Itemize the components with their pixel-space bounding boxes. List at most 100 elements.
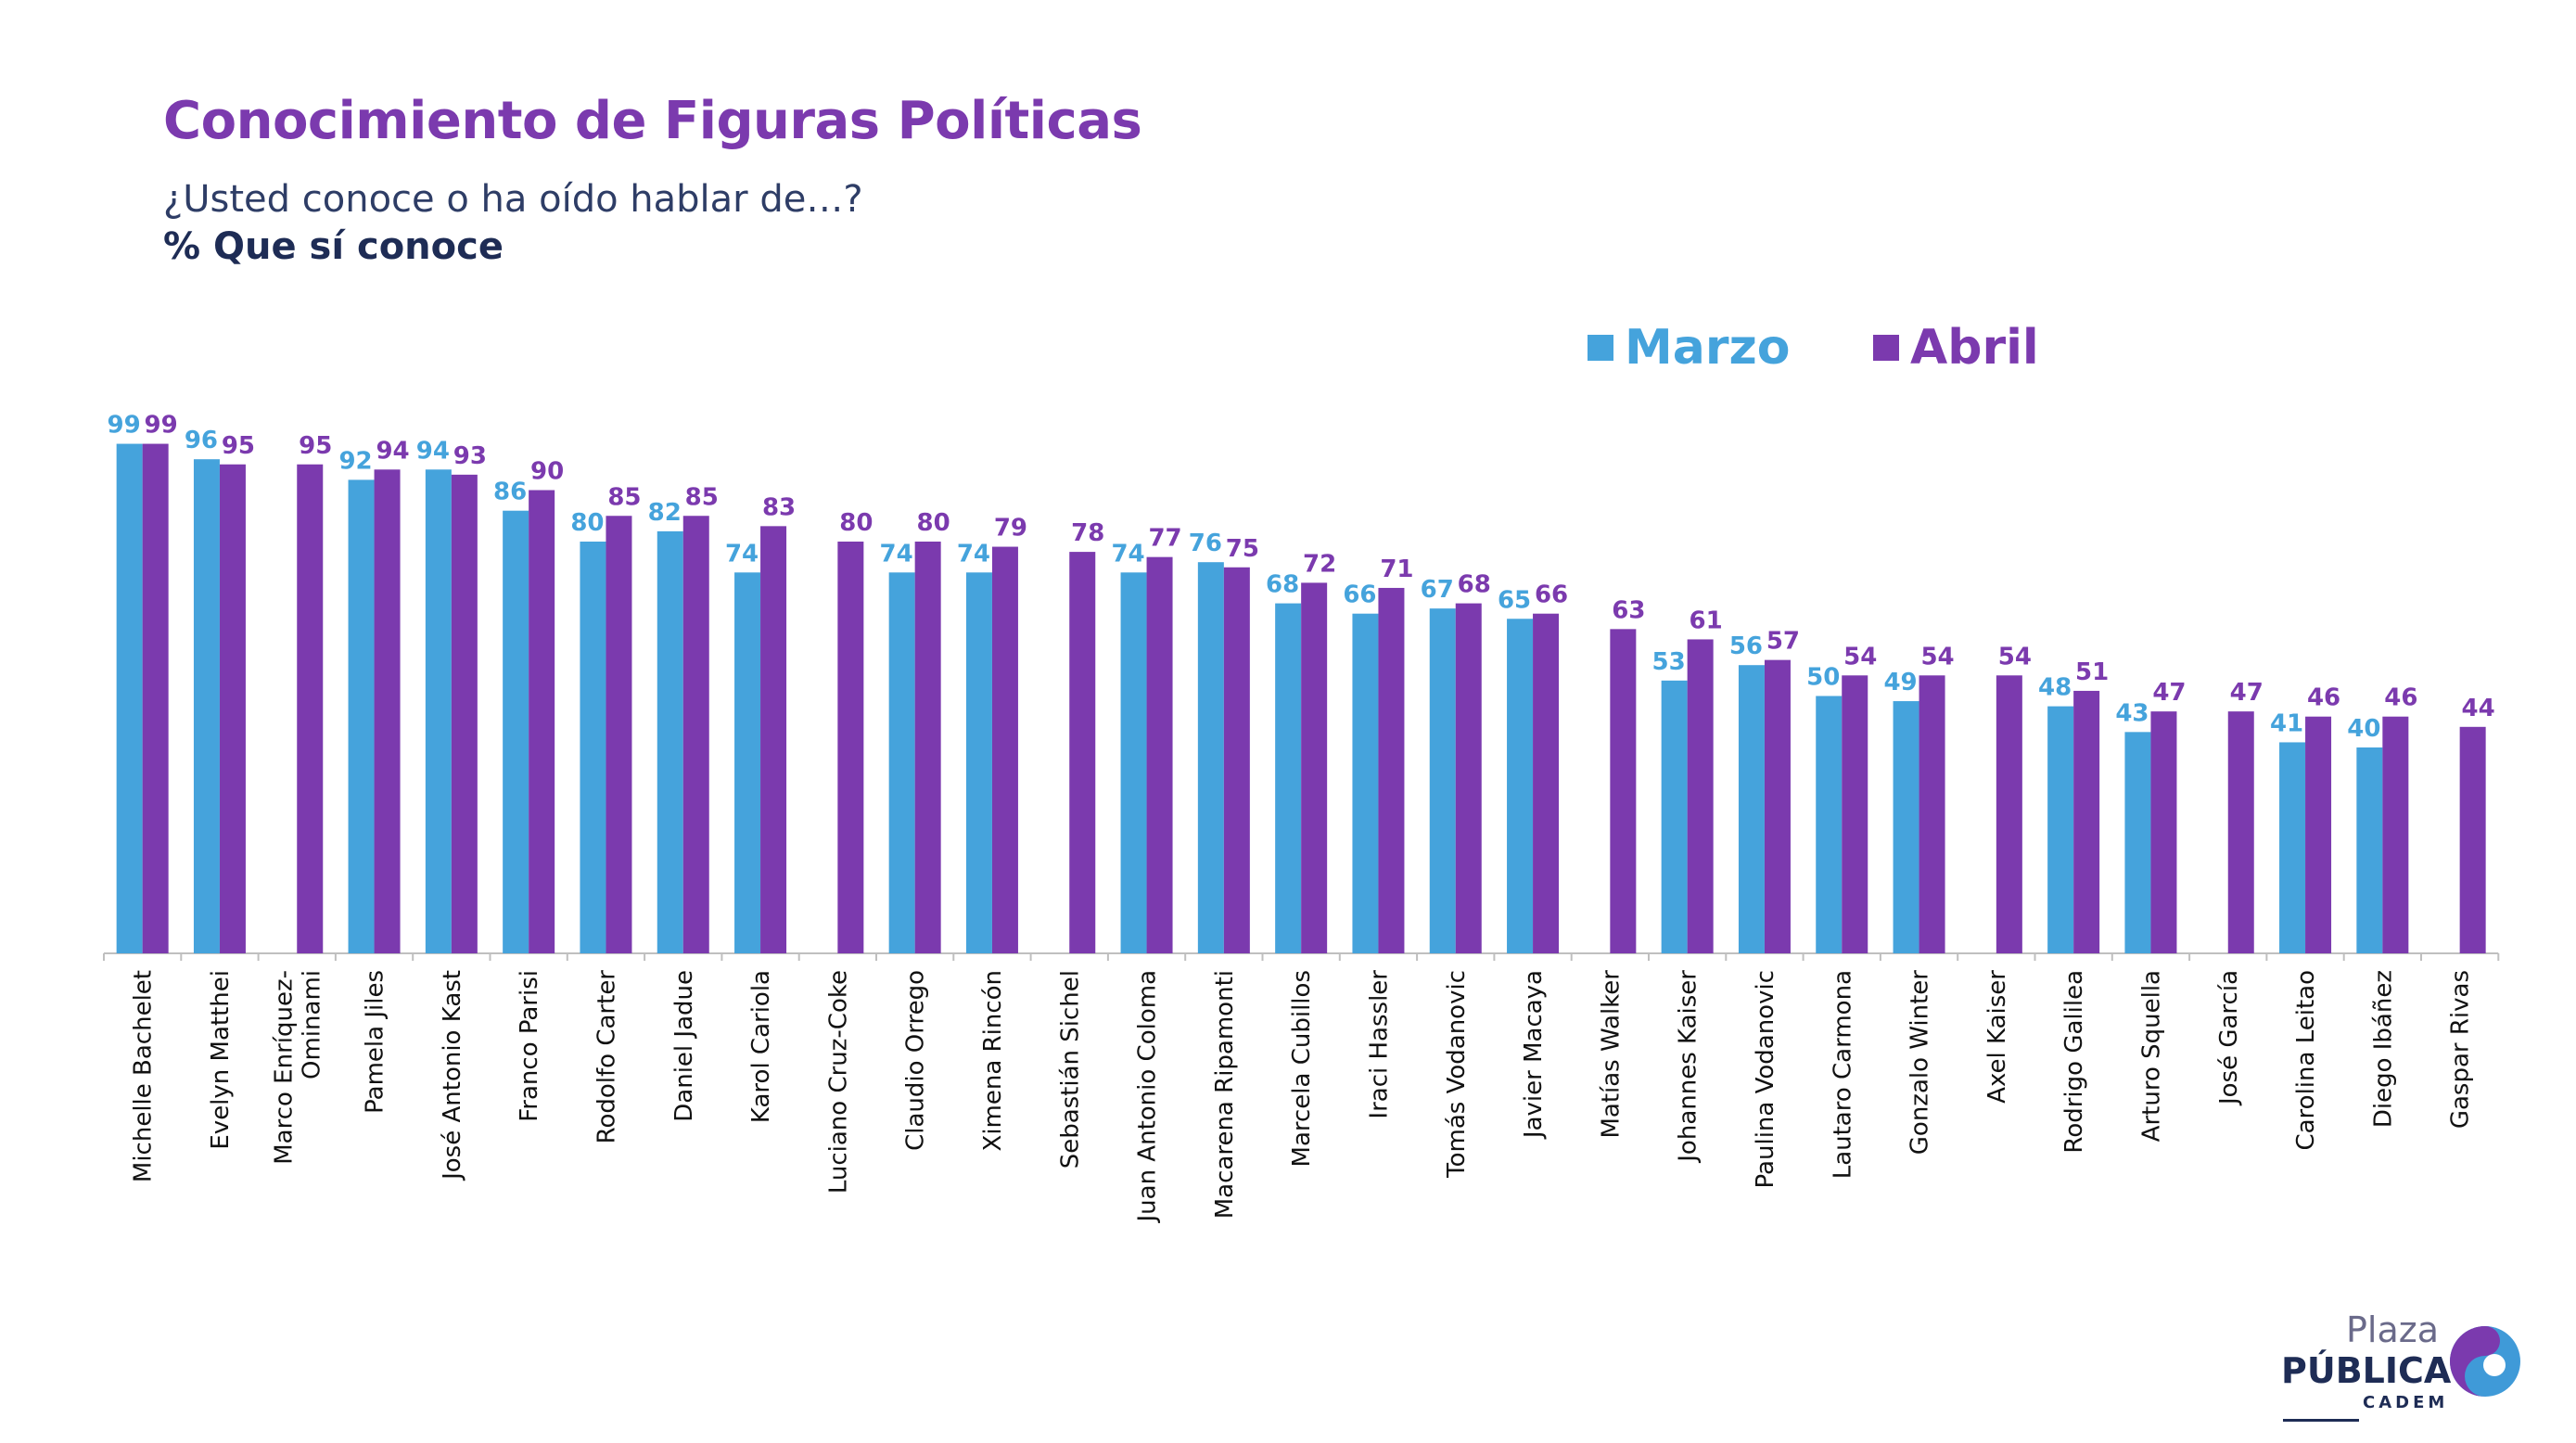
data-label-abril: 85 xyxy=(685,483,719,511)
data-label-abril: 80 xyxy=(839,509,873,537)
legend-swatch-abril xyxy=(1873,335,1899,361)
data-label-marzo: 56 xyxy=(1729,632,1763,660)
bar-abril xyxy=(1996,675,2022,953)
data-label-marzo: 76 xyxy=(1189,530,1222,557)
bar-marzo xyxy=(1275,603,1302,953)
logo-text-publica: PÚBLICA xyxy=(2281,1350,2452,1391)
data-label-abril: 94 xyxy=(376,437,409,465)
data-label-marzo: 48 xyxy=(2038,674,2072,702)
x-tick-label-line: Marcela Cubillos xyxy=(1288,970,1316,1167)
data-label-marzo: 43 xyxy=(2115,699,2149,727)
data-label-abril: 95 xyxy=(299,432,332,460)
data-label-abril: 85 xyxy=(607,483,641,511)
bar-marzo xyxy=(1507,619,1534,953)
data-label-abril: 90 xyxy=(530,458,564,486)
bar-marzo xyxy=(2124,732,2151,953)
x-tick-label: José García xyxy=(2215,970,2243,1106)
data-label-marzo: 94 xyxy=(416,437,450,465)
bar-abril xyxy=(2382,716,2409,953)
bar-abril xyxy=(297,464,324,953)
x-tick-label: Gonzalo Winter xyxy=(1906,970,1934,1156)
x-tick-label: Pamela Jiles xyxy=(362,970,389,1114)
data-label-abril: 95 xyxy=(222,432,255,460)
x-tick-label-line: Tomás Vodanovic xyxy=(1443,970,1471,1179)
x-tick-label: Johannes Kaiser xyxy=(1675,970,1702,1164)
bar-abril xyxy=(1378,587,1405,953)
bar-marzo xyxy=(1816,696,1843,953)
bar-marzo xyxy=(1893,701,1919,953)
data-label-marzo: 80 xyxy=(570,509,604,537)
bar-abril xyxy=(606,516,632,953)
x-tick-label-line: Claudio Orrego xyxy=(902,970,930,1151)
x-tick-label-line: Paulina Vodanovic xyxy=(1752,970,1779,1188)
bar-abril xyxy=(2227,711,2254,953)
bar-abril xyxy=(451,474,478,954)
data-label-marzo: 96 xyxy=(185,427,218,454)
legend-label-abril: Abril xyxy=(1910,320,2039,376)
x-tick-label: Arturo Squella xyxy=(2137,970,2165,1142)
x-tick-label-line: Gaspar Rivas xyxy=(2447,970,2475,1129)
chart-subtitle-metric: % Que sí conoce xyxy=(163,225,504,268)
data-label-marzo: 49 xyxy=(1883,669,1917,696)
x-tick-label-line: Rodrigo Galilea xyxy=(2060,970,2088,1154)
data-label-abril: 47 xyxy=(2152,679,2186,707)
x-tick-label-line: Carolina Leitao xyxy=(2292,970,2320,1151)
bar-marzo xyxy=(425,469,452,953)
bar-abril xyxy=(837,542,864,953)
x-tick-label-line: Karol Cariola xyxy=(747,970,775,1123)
x-tick-label-line: Iraci Hassler xyxy=(1365,970,1393,1119)
bar-marzo xyxy=(1661,680,1688,953)
bar-marzo xyxy=(1352,613,1379,953)
x-tick-label-line: Marco Enríquez- xyxy=(270,970,298,1165)
bar-abril xyxy=(2150,711,2177,953)
data-label-marzo: 40 xyxy=(2347,715,2380,743)
x-tick-label-line: José Antonio Kast xyxy=(439,970,466,1181)
bar-abril xyxy=(1610,629,1637,953)
data-label-marzo: 74 xyxy=(725,540,759,568)
bar-marzo xyxy=(348,479,375,953)
logo-underline xyxy=(2283,1419,2359,1422)
x-tick-label: Ximena Rincón xyxy=(979,970,1007,1151)
x-tick-label-line: Michelle Bachelet xyxy=(130,970,158,1182)
data-label-abril: 68 xyxy=(1458,571,1491,599)
plaza-publica-cadem-logo: Plaza PÚBLICA CADEM xyxy=(2281,1309,2559,1422)
x-tick-label-line: Rodolfo Carter xyxy=(593,970,620,1144)
bar-abril xyxy=(1455,603,1482,953)
data-label-abril: 93 xyxy=(453,442,487,470)
x-tick-label: Diego Ibáñez xyxy=(2369,970,2397,1128)
bar-abril xyxy=(1764,659,1791,953)
data-label-marzo: 74 xyxy=(880,540,913,568)
data-label-abril: 78 xyxy=(1071,519,1104,547)
data-label-marzo: 65 xyxy=(1498,586,1531,614)
x-tick-label-line: Luciano Cruz-Coke xyxy=(824,970,852,1194)
data-label-abril: 80 xyxy=(917,509,950,537)
x-tick-label: Rodrigo Galilea xyxy=(2060,970,2088,1154)
x-tick-label: Franco Parisi xyxy=(516,970,543,1122)
data-label-abril: 51 xyxy=(2075,658,2109,686)
x-tick-label: Daniel Jadue xyxy=(670,970,698,1122)
data-label-abril: 83 xyxy=(762,493,796,521)
x-tick-label: Marcela Cubillos xyxy=(1288,970,1316,1167)
bar-abril xyxy=(2305,716,2332,953)
data-label-marzo: 66 xyxy=(1343,581,1376,609)
bar-abril xyxy=(1919,675,1945,953)
x-tick-label: Paulina Vodanovic xyxy=(1752,970,1779,1188)
data-label-marzo: 67 xyxy=(1421,576,1454,604)
data-label-abril: 63 xyxy=(1612,596,1645,624)
data-label-abril: 54 xyxy=(1998,643,2032,670)
data-label-marzo: 99 xyxy=(108,412,141,440)
x-tick-label-line: Daniel Jadue xyxy=(670,970,698,1122)
x-tick-label: Carolina Leitao xyxy=(2292,970,2320,1151)
x-tick-label: Karol Cariola xyxy=(747,970,775,1123)
legend-item-marzo: Marzo xyxy=(1588,320,1790,376)
x-tick-label: Sebastián Sichel xyxy=(1056,970,1084,1168)
bar-marzo xyxy=(1120,572,1147,953)
x-tick-label: Luciano Cruz-Coke xyxy=(824,970,852,1194)
bar-marzo xyxy=(580,542,606,953)
bar-marzo xyxy=(1429,608,1456,953)
x-tick-label-line: Macarena Ripamonti xyxy=(1211,970,1239,1219)
data-label-abril: 47 xyxy=(2230,679,2264,707)
x-tick-label-line: Franco Parisi xyxy=(516,970,543,1122)
bar-marzo xyxy=(2356,747,2383,953)
data-label-abril: 72 xyxy=(1303,550,1336,578)
